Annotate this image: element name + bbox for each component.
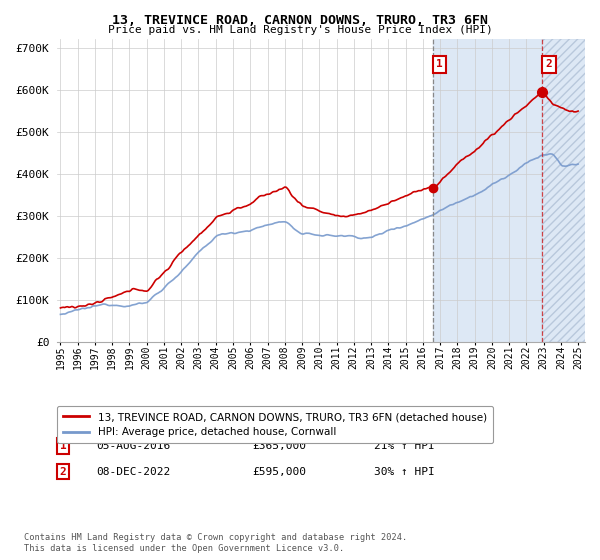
Text: 08-DEC-2022: 08-DEC-2022 — [97, 466, 171, 477]
Text: 30% ↑ HPI: 30% ↑ HPI — [374, 466, 434, 477]
Text: £365,000: £365,000 — [253, 441, 307, 451]
Text: 2: 2 — [545, 59, 553, 69]
Text: Contains HM Land Registry data © Crown copyright and database right 2024.
This d: Contains HM Land Registry data © Crown c… — [24, 533, 407, 553]
Text: 1: 1 — [59, 441, 67, 451]
Text: 2: 2 — [59, 466, 67, 477]
Text: Price paid vs. HM Land Registry's House Price Index (HPI): Price paid vs. HM Land Registry's House … — [107, 25, 493, 35]
Text: £595,000: £595,000 — [253, 466, 307, 477]
Text: 05-AUG-2016: 05-AUG-2016 — [97, 441, 171, 451]
Legend: 13, TREVINCE ROAD, CARNON DOWNS, TRURO, TR3 6FN (detached house), HPI: Average p: 13, TREVINCE ROAD, CARNON DOWNS, TRURO, … — [57, 406, 493, 444]
Text: 21% ↑ HPI: 21% ↑ HPI — [374, 441, 434, 451]
Text: 1: 1 — [436, 59, 443, 69]
Bar — [542, 39, 587, 342]
Bar — [433, 39, 542, 342]
Text: 13, TREVINCE ROAD, CARNON DOWNS, TRURO, TR3 6FN: 13, TREVINCE ROAD, CARNON DOWNS, TRURO, … — [112, 14, 488, 27]
